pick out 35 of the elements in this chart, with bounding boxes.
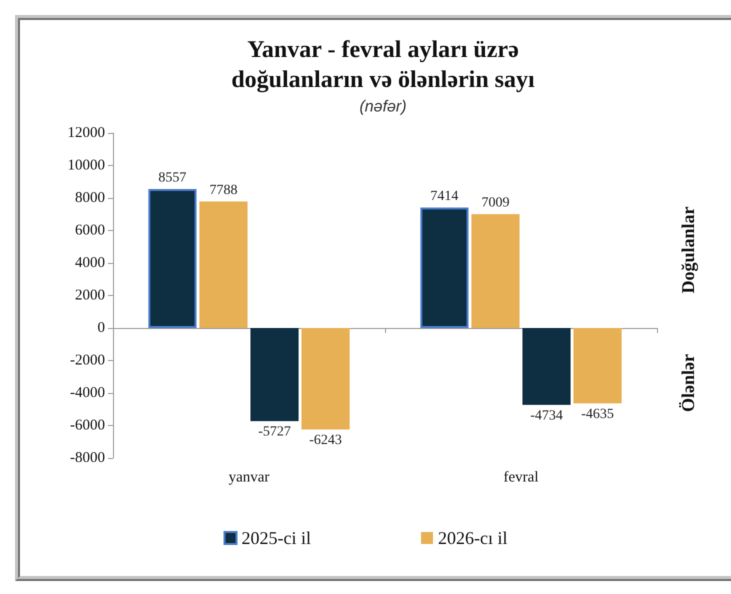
bar	[199, 201, 248, 328]
data-label: -5727	[258, 424, 291, 440]
text: Ölənlər	[678, 354, 698, 412]
bar	[301, 328, 350, 430]
x-tick-label: yanvar	[228, 470, 270, 486]
y-tick-label: 6000	[75, 222, 105, 238]
y-tick-label: -8000	[70, 450, 105, 466]
bar	[522, 328, 571, 405]
chart-title: Yanvar - fevral ayları üzrə doğulanların və ölənlərin sayı	[231, 37, 536, 93]
data-label: -4734	[530, 408, 563, 424]
x-tick-label: fevral	[504, 470, 538, 486]
bar	[471, 214, 520, 328]
y-tick-label: -2000	[70, 352, 105, 368]
y-tick-label: 10000	[68, 158, 105, 174]
data-label: 7414	[430, 189, 458, 204]
text: Doğulanlar	[678, 206, 698, 294]
bar	[148, 188, 197, 328]
y-tick-label: 0	[98, 320, 105, 336]
legend-label: 2026-cı il	[438, 528, 508, 548]
y-tick-label: 2000	[75, 288, 105, 304]
bar	[420, 208, 469, 328]
y-tick-label: 12000	[68, 125, 105, 141]
bar	[250, 328, 299, 422]
chart-subtitle: (nəfər)	[359, 98, 407, 116]
legend-label: 2025-ci il	[242, 528, 312, 548]
y-tick-label: -4000	[70, 385, 105, 401]
data-label: 7009	[481, 196, 510, 211]
y-tick-label: 8000	[75, 190, 105, 206]
data-label: -4635	[581, 406, 614, 422]
y-tick-label: -6000	[70, 418, 105, 434]
y-tick-label: 4000	[75, 255, 105, 271]
data-label: 7788	[209, 182, 238, 198]
data-label: -6243	[309, 432, 342, 448]
bar	[573, 328, 622, 404]
data-label: 8557	[158, 170, 186, 186]
